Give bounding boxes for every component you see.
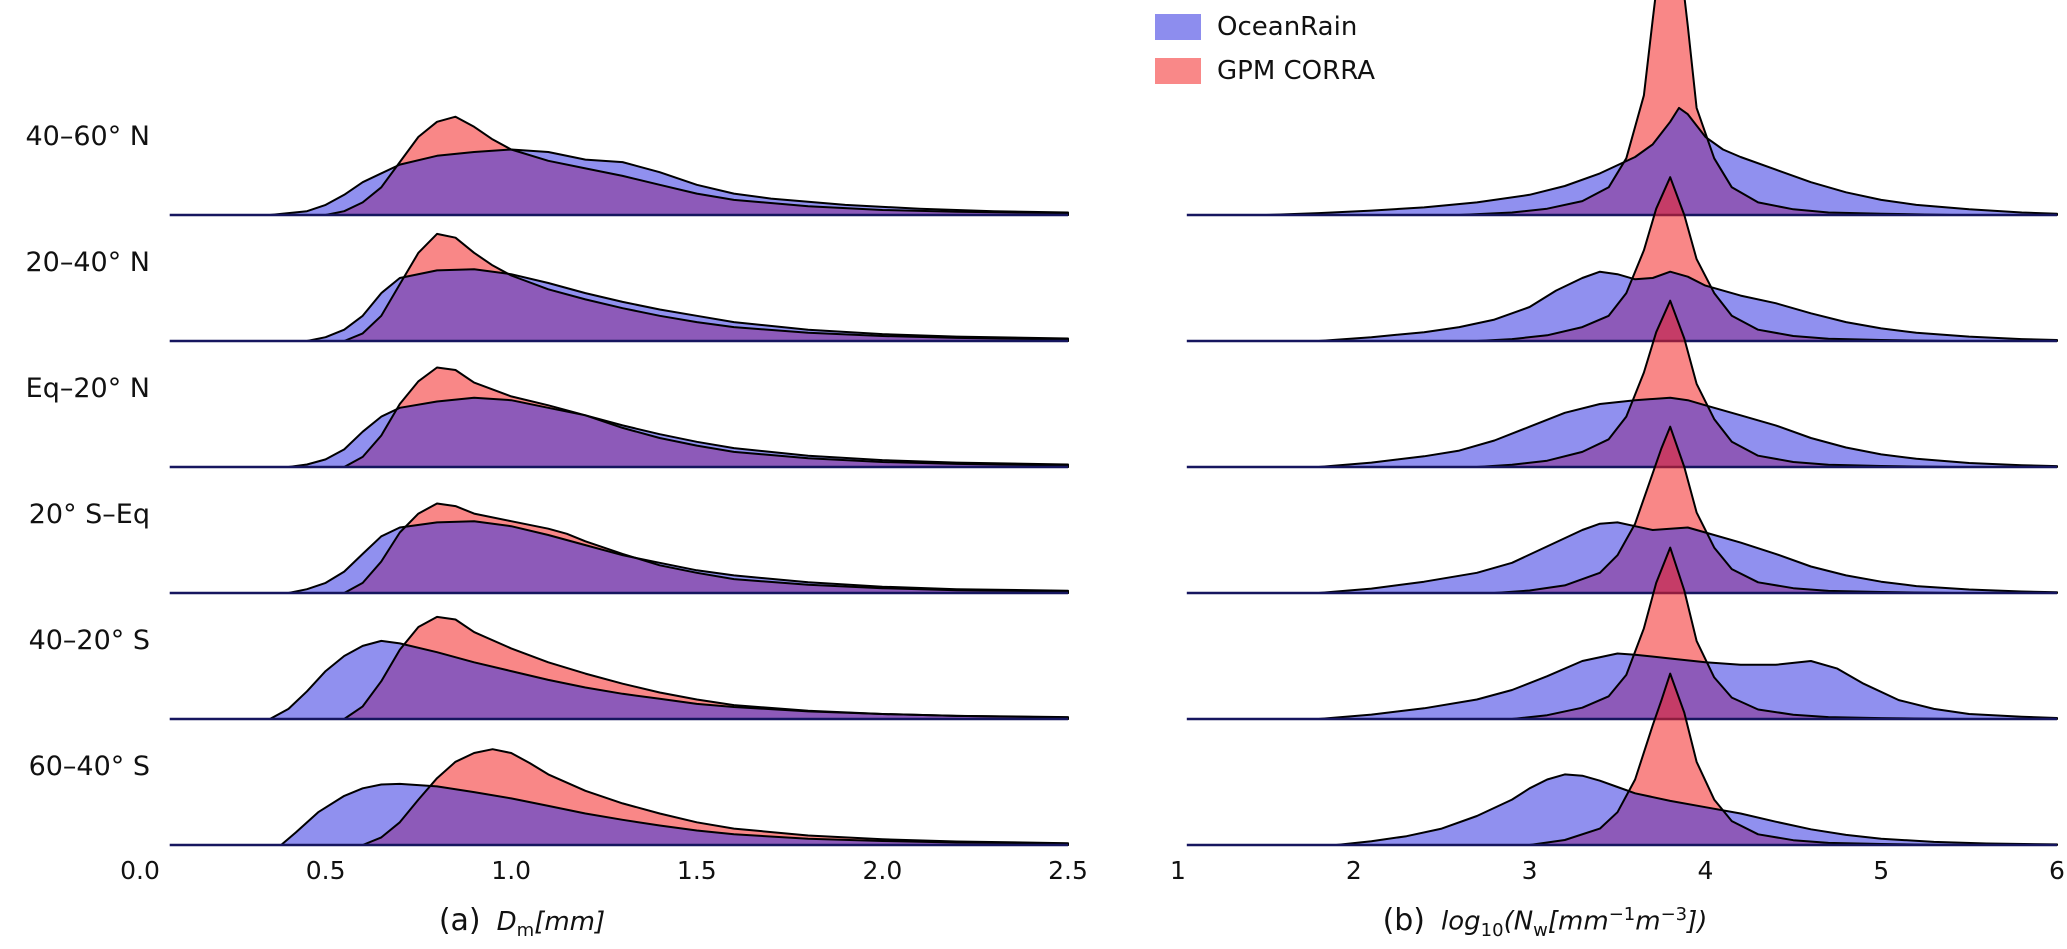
- density-oceanrain-outline: [287, 520, 1069, 594]
- caption-b: (b) log10(Nw[mm−1m−3]): [1383, 903, 1708, 941]
- density-oceanrain-outline: [1317, 396, 2058, 468]
- density-oceanrain-fill: [307, 269, 1068, 341]
- xlabel-a: Dm[mm]: [496, 907, 606, 942]
- density-gpm-corra-outline: [1528, 672, 1953, 846]
- row-label-20-40n: 20–40° N: [25, 247, 151, 278]
- density-oceanrain-fill: [1318, 522, 2057, 593]
- density-gpm-corra-outline: [324, 115, 1069, 216]
- density-oceanrain-outline: [1317, 521, 2058, 594]
- density-gpm-corra-outline: [1475, 299, 1953, 468]
- density-gpm-corra-outline: [1493, 425, 1953, 594]
- density-oceanrain-outline: [287, 396, 1069, 468]
- row-label-eq-20n: Eq–20° N: [25, 373, 150, 404]
- density-oceanrain-fill: [288, 397, 1068, 467]
- caption-letter-b: (b): [1382, 903, 1426, 938]
- legend-entry-oceanrain: OceanRain: [1155, 12, 1375, 42]
- caption-a: (a) Dm[mm]: [439, 903, 605, 941]
- panel-b-nw-plot: [1186, 0, 2058, 847]
- density-oceanrain-fill: [269, 640, 1068, 719]
- density-gpm-corra-outline: [1458, 0, 1953, 216]
- legend-swatch-gpm-corra: [1155, 58, 1201, 84]
- density-oceanrain-fill: [1265, 107, 2057, 215]
- density-oceanrain-outline: [268, 639, 1069, 720]
- density-oceanrain-fill: [288, 521, 1068, 593]
- density-oceanrain-outline: [1335, 773, 2058, 846]
- density-oceanrain-outline: [268, 148, 1069, 216]
- density-gpm-corra-outline: [343, 232, 1069, 342]
- density-oceanrain-fill: [1318, 653, 2057, 719]
- density-gpm-corra-outline: [1511, 546, 1953, 720]
- legend: OceanRain GPM CORRA: [1155, 12, 1375, 86]
- row-label-40-20s: 40–20° S: [28, 625, 150, 656]
- legend-entry-gpm-corra: GPM CORRA: [1155, 56, 1375, 86]
- density-gpm-corra-outline: [361, 748, 1069, 846]
- density-gpm-corra-outline: [343, 502, 1069, 594]
- density-oceanrain-fill: [1318, 397, 2057, 467]
- density-oceanrain-outline: [1317, 270, 2058, 342]
- caption-letter-a: (a): [438, 903, 481, 938]
- panel-a-dm-plot: [169, 115, 1069, 847]
- legend-label-gpm-corra: GPM CORRA: [1217, 56, 1376, 86]
- legend-swatch-oceanrain: [1155, 14, 1201, 40]
- density-oceanrain-outline: [306, 268, 1069, 342]
- legend-label-oceanrain: OceanRain: [1217, 12, 1358, 42]
- density-oceanrain-fill: [269, 149, 1068, 215]
- row-label-60-40s: 60–40° S: [28, 751, 150, 782]
- density-oceanrain-outline: [280, 782, 1069, 846]
- density-oceanrain-fill: [1336, 774, 2057, 845]
- row-label-20s-eq: 20° S–Eq: [28, 499, 150, 530]
- density-gpm-corra-outline: [1475, 176, 1953, 342]
- row-label-40-60n: 40–60° N: [25, 121, 151, 152]
- xlabel-b: log10(Nw[mm−1m−3]): [1441, 904, 1708, 942]
- density-oceanrain-outline: [1317, 652, 2058, 720]
- density-oceanrain-outline: [1264, 106, 2058, 216]
- density-oceanrain-fill: [281, 783, 1069, 845]
- density-oceanrain-fill: [1318, 271, 2057, 341]
